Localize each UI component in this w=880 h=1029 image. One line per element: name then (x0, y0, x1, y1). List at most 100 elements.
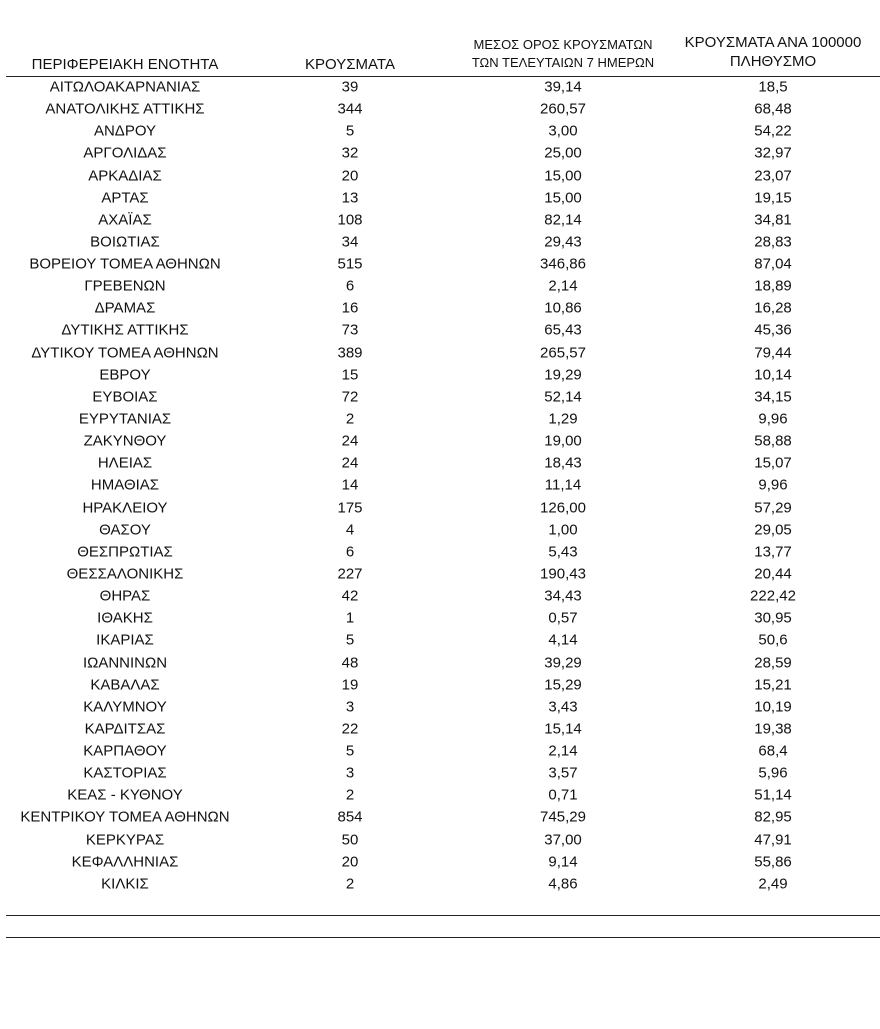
cell-value: 389 (337, 344, 363, 362)
column-header: ΚΡΟΥΣΜΑΤΑ (305, 56, 395, 73)
region-name: ΚΙΛΚΙΣ (101, 875, 149, 893)
cell-value: 34 (341, 233, 359, 251)
cell-value: 39,29 (544, 654, 582, 671)
cell-value: 15,00 (544, 189, 582, 207)
cell-value: 39 (341, 78, 359, 96)
cell-value: 58,88 (754, 432, 792, 450)
cell-value: 23,07 (754, 167, 792, 185)
cell-value: 3,43 (548, 698, 578, 716)
region-name: ΘΗΡΑΣ (99, 587, 151, 605)
cell-value: 515 (337, 255, 363, 273)
column-header: ΤΩΝ ΤΕΛΕΥΤΑΙΩΝ 7 ΗΜΕΡΩΝ (471, 55, 655, 70)
cell-value: 18,43 (544, 454, 582, 472)
cell-value: 32,97 (754, 144, 792, 162)
page-rule (6, 937, 880, 938)
cell-value: 6 (345, 543, 355, 561)
column-header: ΚΡΟΥΣΜΑΤΑ ΑΝΑ 100000 (684, 34, 862, 51)
column-header: ΜΕΣΟΣ ΟΡΟΣ ΚΡΟΥΣΜΑΤΩΝ (473, 37, 653, 52)
cell-value: 2,14 (548, 277, 578, 295)
region-name: ΑΝΑΤΟΛΙΚΗΣ ΑΤΤΙΚΗΣ (45, 100, 205, 118)
cell-value: 3 (345, 698, 355, 716)
cell-value: 222,42 (750, 587, 796, 605)
cell-value: 73 (341, 321, 359, 339)
cell-value: 18,89 (754, 277, 792, 295)
cell-value: 2,49 (758, 875, 788, 893)
region-name: ΚΑΡΔΙΤΣΑΣ (84, 720, 166, 738)
cell-value: 16,28 (754, 299, 792, 317)
cell-value: 19,00 (544, 432, 582, 450)
cell-value: 15,21 (754, 676, 792, 694)
cell-value: 10,14 (754, 366, 792, 384)
cell-value: 5 (345, 631, 355, 649)
cell-value: 48 (341, 654, 359, 671)
header-rule (6, 76, 880, 77)
cell-value: 265,57 (540, 344, 586, 362)
region-name: ΗΛΕΙΑΣ (97, 454, 153, 472)
cell-value: 175 (337, 499, 363, 517)
cell-value: 50 (341, 831, 359, 849)
region-name: ΑΧΑΪΑΣ (98, 211, 152, 229)
cell-value: 82,14 (544, 211, 582, 229)
cell-value: 3,57 (548, 764, 578, 782)
region-name: ΚΑΛΥΜΝΟΥ (83, 698, 167, 716)
region-name: ΔΥΤΙΚΗΣ ΑΤΤΙΚΗΣ (61, 321, 189, 339)
cell-value: 2,14 (548, 742, 578, 760)
cell-value: 15,29 (544, 676, 582, 694)
region-name: ΑΝΔΡΟΥ (93, 122, 157, 140)
cell-value: 6 (345, 277, 355, 295)
cell-value: 34,43 (544, 587, 582, 605)
cell-value: 19 (341, 676, 359, 694)
cell-value: 190,43 (540, 565, 586, 583)
column-header: ΠΕΡΙΦΕΡΕΙΑΚΗ ΕΝΟΤΗΤΑ (31, 56, 219, 73)
cell-value: 3 (345, 764, 355, 782)
cell-value: 2 (345, 875, 355, 893)
cell-value: 79,44 (754, 344, 792, 362)
cell-value: 108 (337, 211, 363, 229)
region-name: ΕΥΒΟΙΑΣ (92, 388, 158, 406)
cell-value: 15,00 (544, 167, 582, 185)
cell-value: 2 (345, 786, 355, 804)
region-name: ΘΕΣΠΡΩΤΙΑΣ (77, 543, 173, 561)
cell-value: 13,77 (754, 543, 792, 561)
cell-value: 18,5 (758, 78, 788, 96)
cell-value: 57,29 (754, 499, 792, 517)
cell-value: 50,6 (758, 631, 788, 649)
cell-value: 14 (341, 476, 359, 494)
region-name: ΖΑΚΥΝΘΟΥ (83, 432, 167, 450)
cell-value: 20,44 (754, 565, 792, 583)
region-name: ΗΡΑΚΛΕΙΟΥ (82, 499, 168, 517)
cell-value: 9,96 (758, 410, 788, 428)
region-name: ΗΜΑΘΙΑΣ (90, 476, 160, 494)
region-name: ΔΥΤΙΚΟΥ ΤΟΜΕΑ ΑΘΗΝΩΝ (31, 344, 219, 362)
cell-value: 28,83 (754, 233, 792, 251)
cell-value: 5 (345, 122, 355, 140)
cell-value: 260,57 (540, 100, 586, 118)
cell-value: 29,05 (754, 521, 792, 539)
cell-value: 11,14 (544, 476, 582, 494)
cell-value: 16 (341, 299, 359, 317)
cell-value: 72 (341, 388, 359, 406)
cell-value: 227 (337, 565, 363, 583)
cell-value: 0,57 (548, 609, 578, 627)
table-bottom-rule (6, 915, 880, 916)
region-name: ΒΟΡΕΙΟΥ ΤΟΜΕΑ ΑΘΗΝΩΝ (29, 255, 221, 273)
cell-value: 10,86 (544, 299, 582, 317)
region-name: ΕΒΡΟΥ (99, 366, 151, 384)
cell-value: 45,36 (754, 321, 792, 339)
cell-value: 20 (341, 167, 359, 185)
cell-value: 745,29 (540, 808, 586, 826)
cell-value: 344 (337, 100, 363, 118)
cell-value: 2 (345, 410, 355, 428)
cell-value: 37,00 (544, 831, 582, 849)
cell-value: 47,91 (754, 831, 792, 849)
cell-value: 54,22 (754, 122, 792, 140)
cell-value: 20 (341, 853, 359, 871)
region-name: ΑΡΤΑΣ (101, 189, 149, 207)
cell-value: 22 (341, 720, 359, 738)
region-name: ΚΕΡΚΥΡΑΣ (85, 831, 165, 849)
cell-value: 19,29 (544, 366, 582, 384)
cell-value: 65,43 (544, 321, 582, 339)
cell-value: 346,86 (540, 255, 586, 273)
region-name: ΚΑΒΑΛΑΣ (90, 676, 160, 694)
cell-value: 4,14 (548, 631, 578, 649)
